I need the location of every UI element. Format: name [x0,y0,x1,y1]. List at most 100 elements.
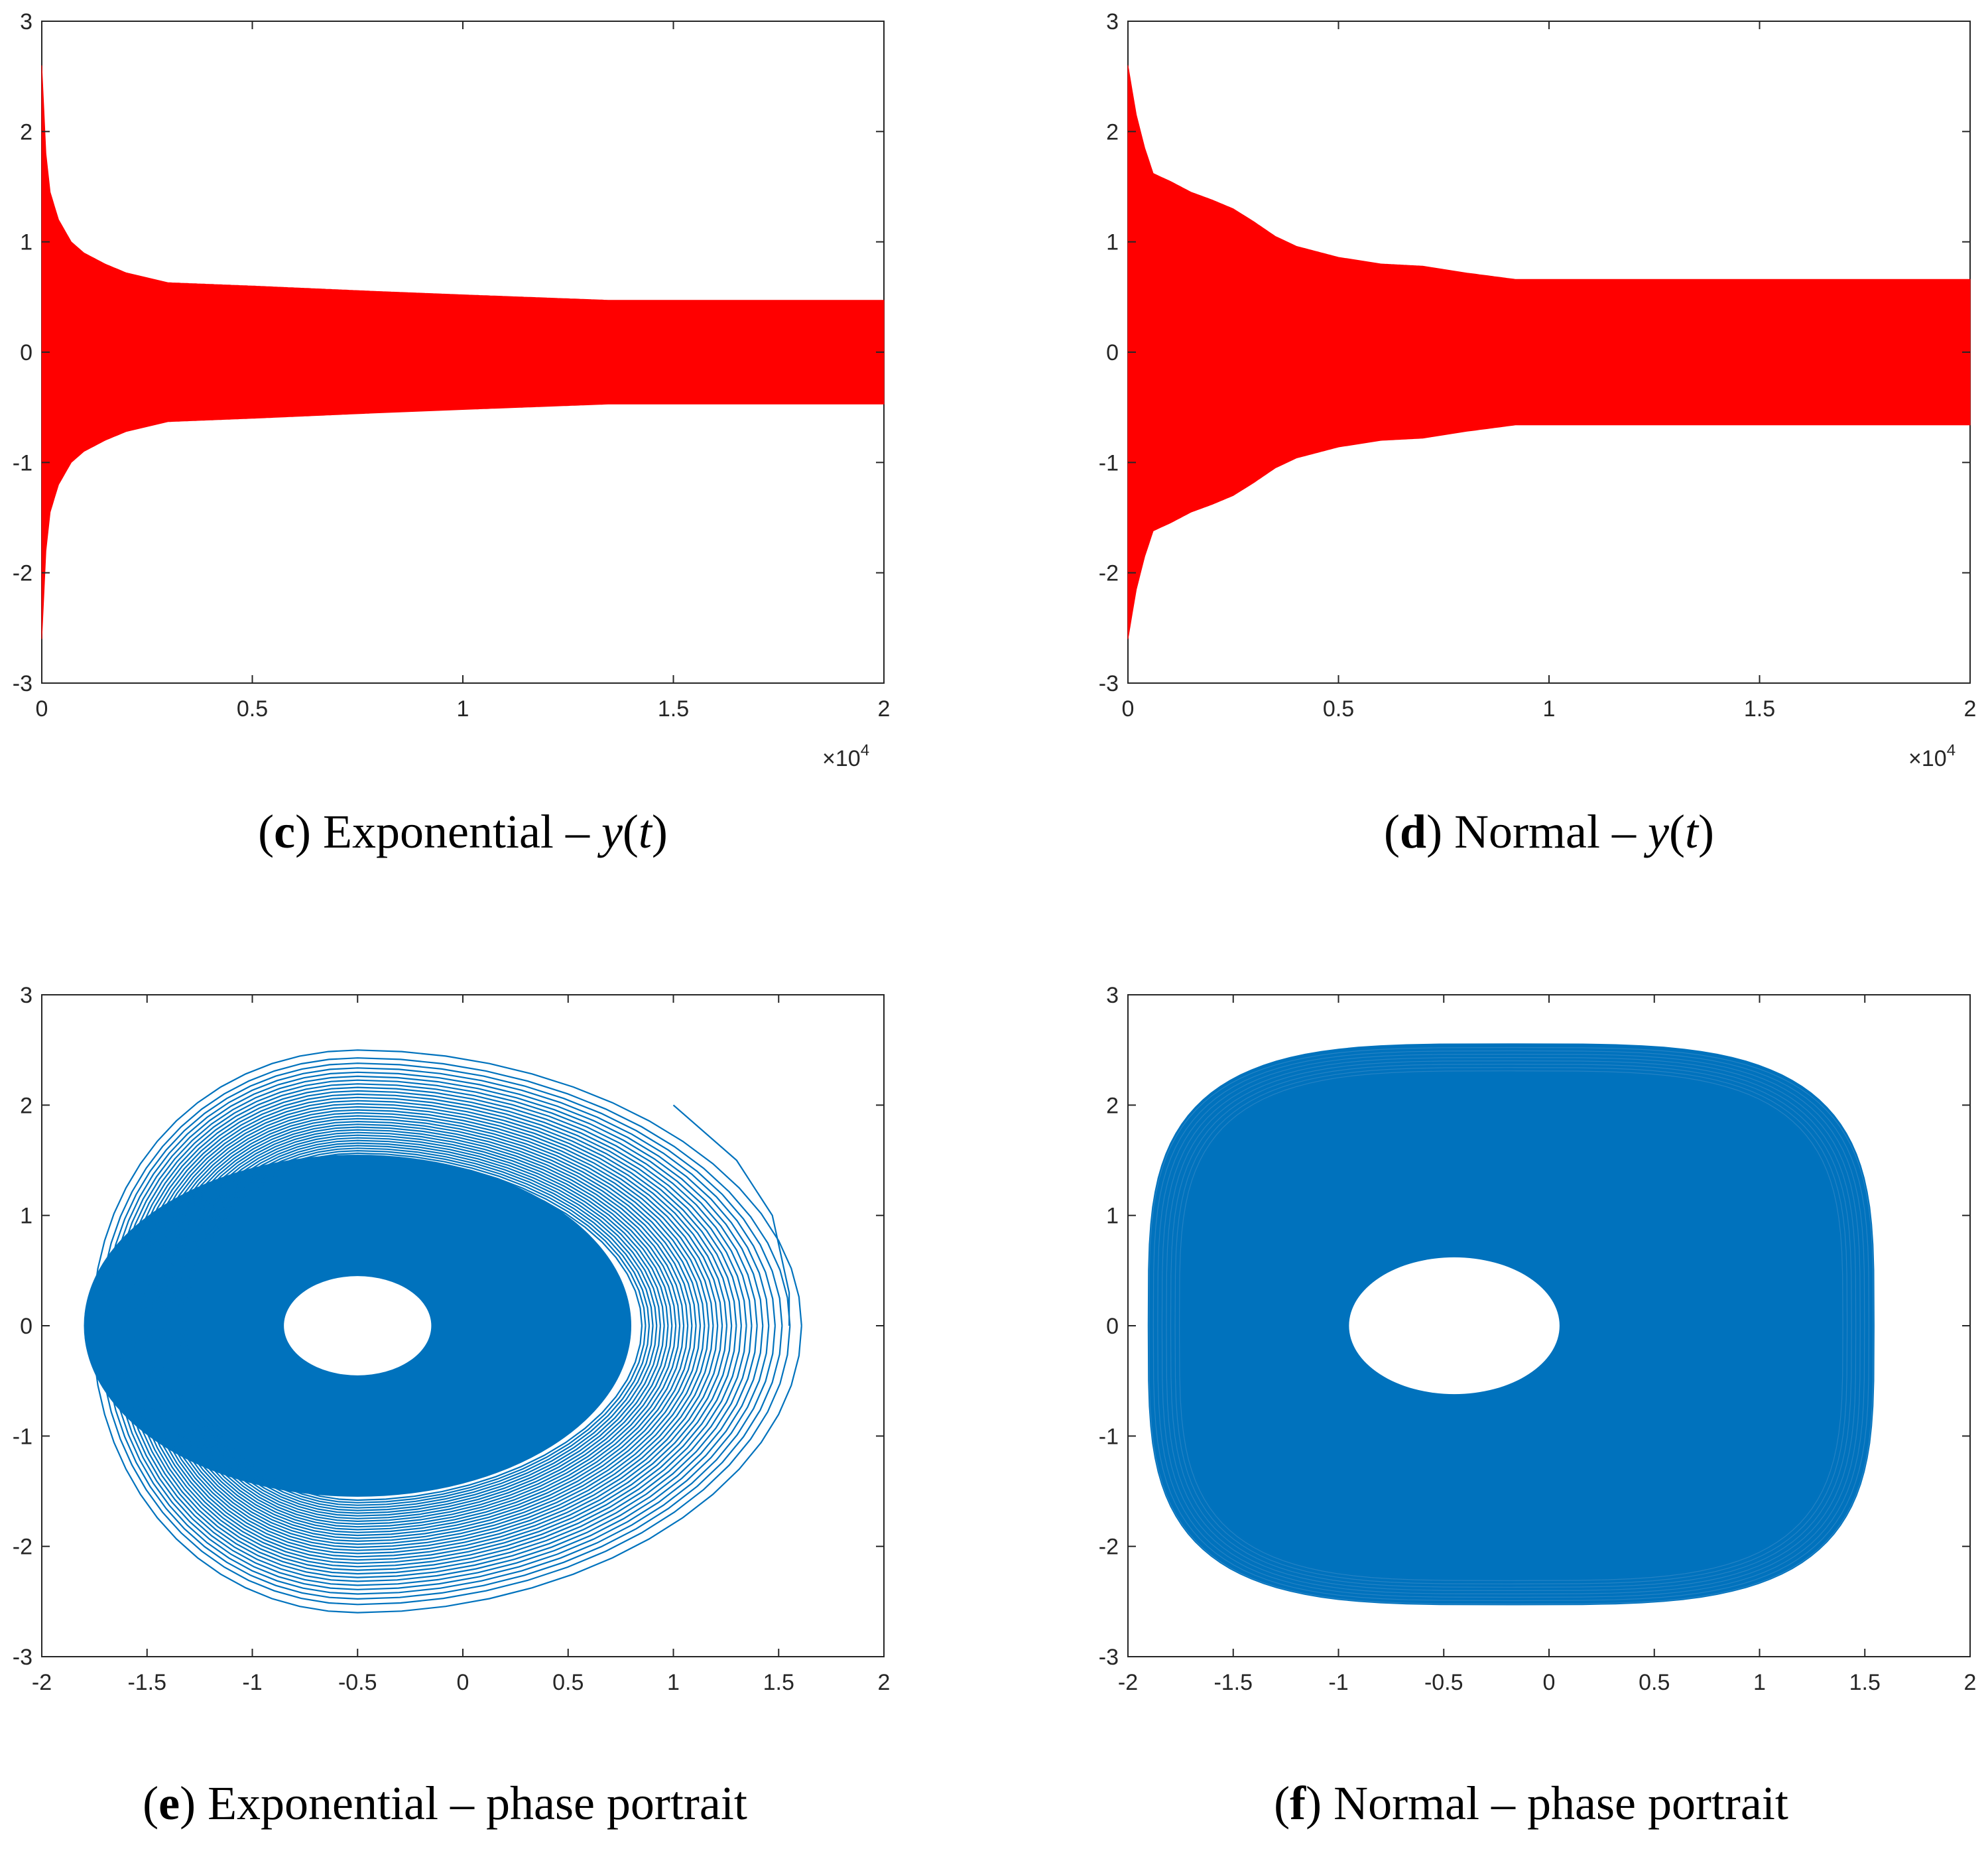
y-tick-label: -1 [13,1424,32,1449]
trajectory-orbit [171,1139,669,1519]
trajectory-orbit [164,1131,681,1528]
x-tick-label: 1.5 [763,1670,794,1695]
x-axis-multiplier: ×104 [1908,741,1956,771]
trajectory-orbit [103,1062,783,1600]
trajectory-orbit [1157,1053,1865,1598]
y-tick-label: 0 [1106,340,1119,365]
trajectory-orbit [1166,1060,1857,1591]
trajectory-orbit [152,1117,702,1543]
trajectory-orbit [182,1152,651,1506]
x-tick-label: -2 [32,1670,52,1695]
panel-caption: (e) Exponential – phase portrait [143,1777,747,1830]
trajectory-orbit [1170,1064,1852,1588]
trajectory-orbit [92,1049,802,1614]
y-tick-label: 1 [20,230,32,255]
trajectory-start [672,1104,790,1326]
signal-envelope-area [41,65,885,639]
trajectory-orbit [1161,1056,1861,1594]
trajectory-orbit [118,1079,758,1582]
central-hole [284,1276,432,1375]
trajectory-orbit [180,1149,654,1509]
trajectory-orbit [141,1106,719,1555]
x-tick-label: 0.5 [237,696,268,722]
x-tick-label: -1.5 [1213,1670,1253,1695]
trajectory-orbit [166,1134,677,1525]
y-tick-label: 1 [1106,230,1119,255]
trajectory-orbit [144,1109,714,1551]
trajectory-orbit [136,1100,728,1561]
trajectory-orbit [155,1120,697,1539]
trajectory-orbit [127,1090,742,1571]
y-tick-label: -3 [13,671,32,696]
x-tick-label: -0.5 [338,1670,377,1695]
x-tick-label: 0.5 [1639,1670,1670,1695]
x-tick-label: 2 [878,696,891,722]
x-tick-label: -1.5 [127,1670,166,1695]
y-tick-label: -1 [1099,450,1119,476]
trajectory-orbit [121,1083,753,1578]
y-tick-label: 0 [1106,1314,1119,1339]
trajectory-orbit [107,1067,776,1595]
y-tick-label: 3 [20,9,32,34]
y-tick-label: -3 [13,1645,32,1670]
y-tick-label: 0 [20,340,32,365]
x-tick-label: 1 [667,1670,680,1695]
y-tick-label: -1 [1099,1424,1119,1449]
y-tick-label: -1 [13,450,32,476]
trajectory-orbit [124,1086,747,1575]
central-hole [1349,1257,1560,1395]
x-tick-label: 0 [1543,1670,1556,1695]
x-tick-label: 0.5 [1323,696,1354,722]
x-tick-label: 2 [1964,696,1977,722]
x-tick-label: 1 [1543,696,1556,722]
trajectory-orbit [187,1157,643,1501]
panel-c-exponential-yt: 0 0.5 1 1.5 2 3 2 1 0 -1 -2 -3 ×104 (c) Exponentia… [13,9,891,858]
panel-caption: (d) Normal – y(t) [1384,805,1714,858]
y-tick-label: 3 [1106,983,1119,1008]
panel-caption: (c) Exponential – y(t) [258,805,668,858]
trajectory-orbit [184,1155,647,1503]
panel-caption: (f) Normal – phase portrait [1274,1777,1788,1830]
y-tick-label: -2 [13,1535,32,1560]
trajectory-orbit [178,1147,658,1511]
trajectory-orbit [1152,1050,1869,1602]
x-tick-label: 0.5 [552,1670,584,1695]
x-tick-label: 1 [1753,1670,1766,1695]
x-tick-label: 2 [1964,1670,1977,1695]
trajectory-orbit [147,1112,710,1549]
trajectory-orbit [1149,1047,1874,1605]
y-tick-label: 2 [1106,1093,1119,1118]
y-tick-label: 0 [20,1314,32,1339]
y-tick-label: 2 [20,1093,32,1118]
trajectory-orbit [130,1093,737,1568]
y-tick-label: -2 [1099,561,1119,586]
trajectory-orbit [159,1126,689,1533]
y-tick-label: 1 [20,1204,32,1229]
x-tick-label: 0 [1122,696,1135,722]
trajectory-orbit [133,1096,733,1564]
panel-d-normal-yt: 0 0.5 1 1.5 2 3 2 1 0 -1 -2 -3 ×104 (d) Normal – y… [1099,9,1977,858]
trajectory-orbit [173,1142,665,1517]
y-tick-label: -2 [13,561,32,586]
x-tick-label: 1.5 [1744,696,1775,722]
trajectory-orbit [162,1129,685,1531]
trajectory-orbit [157,1123,693,1537]
trajectory-orbit [115,1075,764,1586]
x-tick-label: 2 [878,1670,891,1695]
trajectory-orbit [1174,1067,1848,1584]
x-tick-label: -2 [1118,1670,1138,1695]
trajectory-orbit [111,1071,770,1590]
x-tick-label: -0.5 [1424,1670,1463,1695]
y-tick-label: 2 [1106,119,1119,145]
signal-envelope-area [1127,65,1971,639]
y-tick-label: 2 [20,119,32,145]
x-axis-multiplier: ×104 [822,741,869,771]
trajectory-orbit [169,1137,673,1523]
x-tick-label: 0 [457,1670,469,1695]
x-tick-label: 1.5 [658,696,689,722]
y-tick-label: 1 [1106,1204,1119,1229]
y-tick-label: 3 [20,983,32,1008]
